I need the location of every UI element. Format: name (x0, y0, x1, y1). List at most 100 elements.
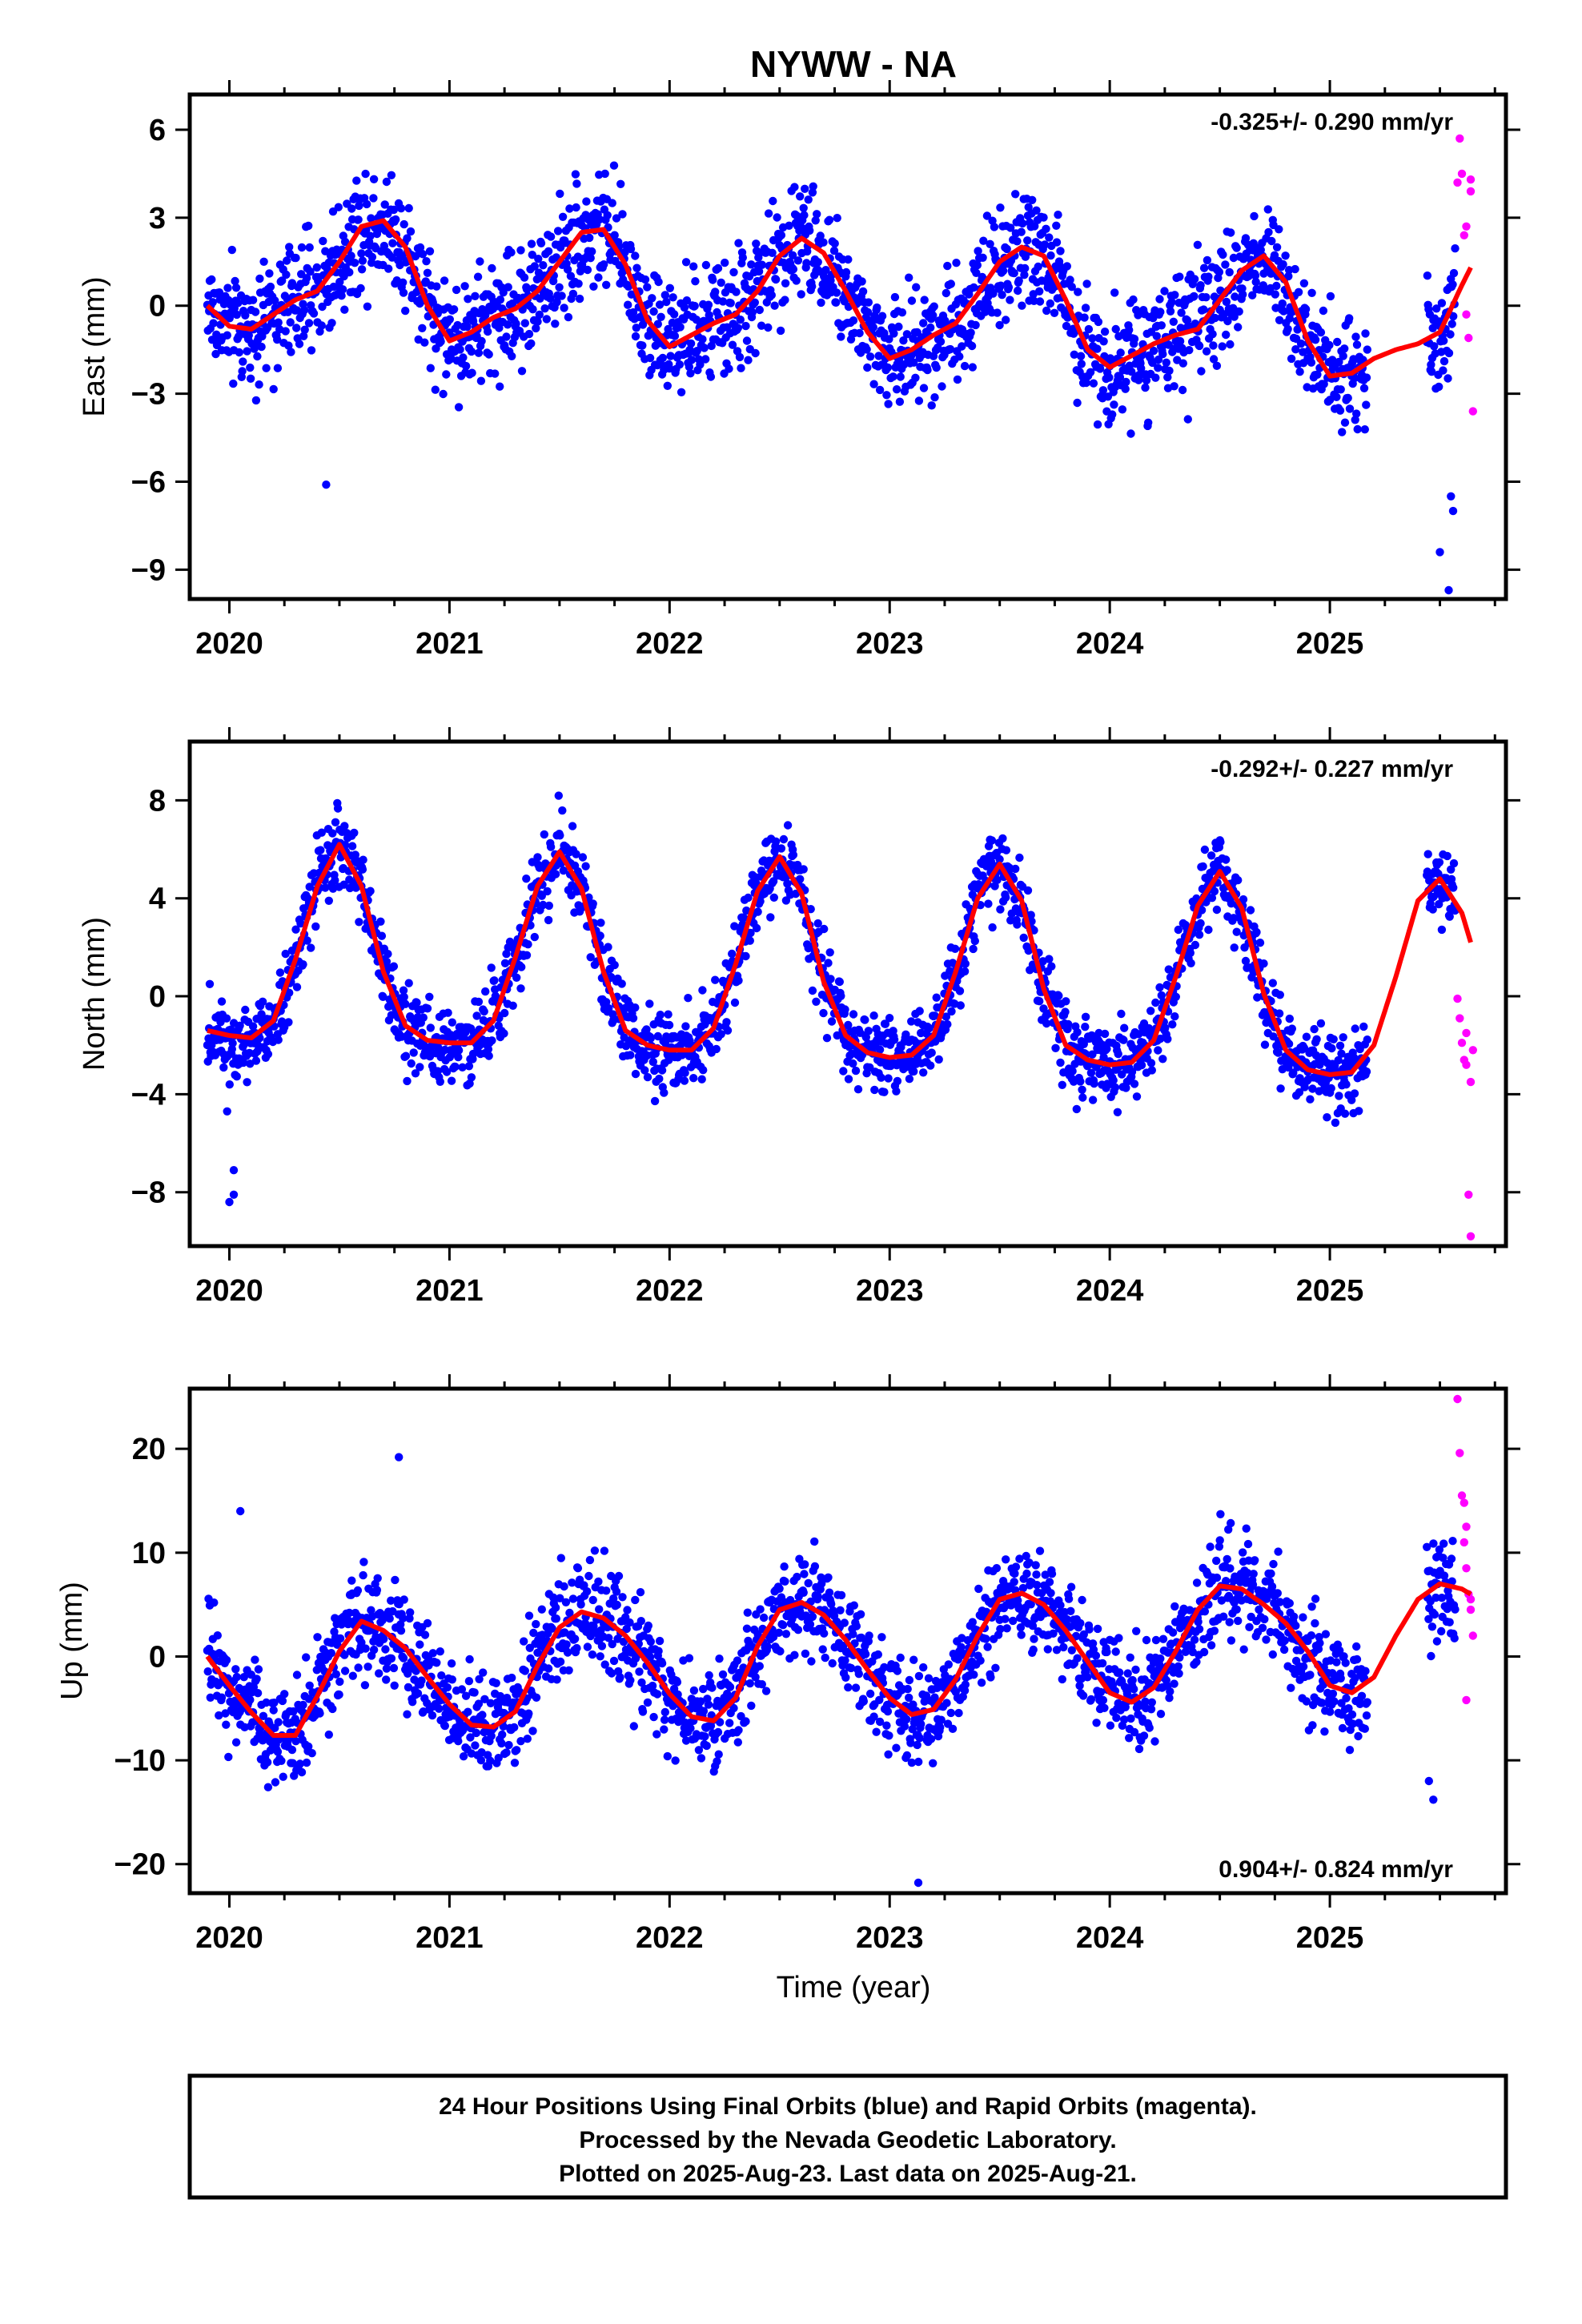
final-point (596, 1652, 604, 1661)
final-point (764, 209, 773, 218)
y-tick-label: −8 (131, 1176, 166, 1210)
final-point (1336, 385, 1345, 394)
final-point (602, 1586, 611, 1595)
final-point (1158, 350, 1167, 359)
final-point (1045, 955, 1054, 963)
final-point (769, 893, 778, 903)
final-point (1353, 424, 1362, 434)
final-point (861, 1033, 871, 1042)
final-point (1113, 1108, 1122, 1117)
final-point (1351, 1024, 1359, 1033)
final-point (849, 1059, 857, 1068)
final-point (360, 1681, 370, 1690)
final-point (399, 986, 408, 995)
final-point (638, 1707, 648, 1716)
y-tick-label: 3 (149, 202, 166, 235)
final-point (899, 336, 908, 345)
final-point (1313, 370, 1322, 379)
final-point (556, 831, 564, 840)
final-point (1157, 991, 1166, 1000)
final-point (661, 1707, 669, 1717)
final-point (552, 1675, 561, 1684)
final-point (1175, 272, 1184, 281)
final-point (704, 1700, 713, 1709)
final-point (996, 905, 1005, 914)
final-point (512, 1746, 521, 1755)
final-point (808, 986, 817, 995)
final-point (1093, 420, 1102, 429)
final-point (595, 1605, 604, 1614)
final-point (875, 1045, 885, 1054)
final-point (631, 332, 640, 341)
final-point (412, 998, 421, 1007)
rapid-orbit-points (1453, 994, 1478, 1241)
final-point (769, 196, 777, 206)
final-point (352, 176, 361, 185)
final-point (1439, 366, 1447, 375)
final-point (285, 988, 294, 997)
final-point (671, 1756, 680, 1765)
final-point (942, 1012, 951, 1021)
final-point (498, 1730, 507, 1739)
final-point (804, 195, 813, 204)
final-point (1437, 925, 1447, 935)
final-point (1264, 227, 1273, 237)
final-point (234, 299, 243, 308)
final-point (1255, 939, 1265, 947)
final-point (296, 919, 305, 928)
final-point (422, 257, 431, 266)
final-point (1042, 306, 1051, 316)
final-point (1127, 367, 1136, 376)
final-point (324, 896, 333, 906)
final-point (1079, 1039, 1089, 1049)
final-point (217, 1693, 227, 1702)
final-point (1212, 361, 1222, 370)
final-point (990, 223, 999, 231)
final-point (632, 324, 640, 332)
final-point (1013, 237, 1022, 246)
final-point (1174, 925, 1183, 935)
final-point (500, 1029, 508, 1038)
final-point (657, 1659, 667, 1668)
final-point (1203, 255, 1212, 265)
final-point (1062, 997, 1070, 1006)
final-point (566, 271, 576, 280)
x-tick-label: 2022 (636, 627, 704, 661)
final-point (1340, 418, 1350, 427)
final-point (1088, 1096, 1098, 1104)
final-point (1190, 292, 1199, 301)
final-point (431, 385, 440, 394)
final-point (796, 192, 805, 201)
final-point (471, 1741, 480, 1750)
final-point (1054, 211, 1062, 219)
final-point (1259, 959, 1268, 968)
final-point (1125, 325, 1134, 335)
final-point (331, 876, 339, 885)
final-point (508, 1673, 516, 1683)
final-point (243, 1078, 251, 1087)
final-point (844, 1020, 853, 1030)
final-point (742, 906, 751, 915)
final-point (423, 1618, 432, 1628)
y-tick-label: 8 (149, 784, 166, 818)
final-point (640, 275, 650, 284)
final-point (827, 1017, 837, 1026)
final-point (628, 1014, 638, 1023)
final-point (445, 315, 454, 324)
final-point (1219, 310, 1229, 319)
final-point (705, 1671, 713, 1680)
final-point (919, 319, 928, 328)
final-point (909, 1067, 918, 1076)
final-point (1054, 991, 1063, 1000)
final-point (1339, 352, 1347, 360)
final-point (363, 302, 372, 311)
final-point (559, 866, 568, 875)
final-point (1302, 1032, 1311, 1041)
final-point (833, 214, 841, 223)
final-point (636, 1617, 645, 1626)
final-point (1002, 893, 1010, 902)
final-point (313, 1633, 322, 1642)
velocity-annotation: -0.325+/- 0.290 mm/yr (1211, 109, 1453, 135)
final-point (440, 276, 449, 285)
final-point (600, 169, 609, 179)
